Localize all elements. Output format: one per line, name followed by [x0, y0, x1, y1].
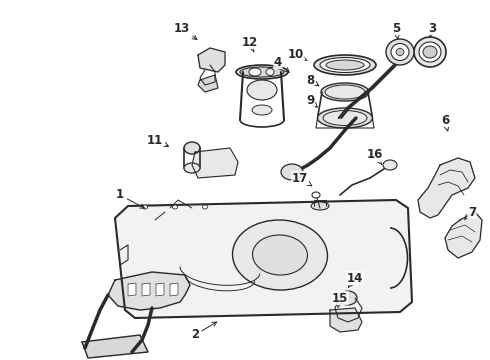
Ellipse shape	[311, 202, 329, 210]
Ellipse shape	[423, 46, 437, 58]
Text: 5: 5	[392, 22, 400, 39]
Ellipse shape	[383, 160, 397, 170]
Ellipse shape	[184, 142, 200, 154]
Ellipse shape	[184, 163, 200, 173]
Ellipse shape	[320, 58, 370, 72]
Text: 3: 3	[428, 22, 436, 38]
Text: 11: 11	[147, 134, 169, 147]
Ellipse shape	[325, 85, 365, 99]
Polygon shape	[418, 158, 475, 218]
Polygon shape	[128, 283, 136, 296]
Ellipse shape	[396, 49, 404, 55]
Text: 12: 12	[242, 36, 258, 52]
Polygon shape	[115, 200, 412, 318]
Ellipse shape	[233, 220, 327, 290]
Text: 17: 17	[292, 171, 312, 186]
Text: 9: 9	[306, 94, 318, 107]
Ellipse shape	[314, 55, 376, 75]
Polygon shape	[192, 148, 238, 178]
Text: 15: 15	[332, 292, 348, 308]
Text: 8: 8	[306, 73, 319, 86]
Text: 7: 7	[465, 206, 476, 219]
Ellipse shape	[236, 65, 288, 79]
Ellipse shape	[266, 68, 274, 76]
Ellipse shape	[312, 192, 320, 198]
Polygon shape	[156, 283, 164, 296]
Ellipse shape	[252, 105, 272, 115]
Ellipse shape	[339, 291, 357, 305]
Text: 6: 6	[441, 113, 449, 131]
Polygon shape	[445, 212, 482, 258]
Polygon shape	[82, 335, 148, 358]
Ellipse shape	[321, 83, 369, 101]
Text: 16: 16	[367, 148, 383, 165]
Ellipse shape	[172, 205, 177, 209]
Text: 1: 1	[116, 189, 145, 208]
Ellipse shape	[323, 111, 367, 126]
Polygon shape	[170, 283, 178, 296]
Ellipse shape	[326, 60, 364, 70]
Ellipse shape	[143, 205, 147, 209]
Text: 14: 14	[347, 271, 363, 288]
Ellipse shape	[202, 205, 207, 209]
Polygon shape	[142, 283, 150, 296]
Ellipse shape	[252, 235, 308, 275]
Polygon shape	[330, 308, 362, 332]
Ellipse shape	[247, 80, 277, 100]
Ellipse shape	[414, 37, 446, 67]
Ellipse shape	[249, 68, 261, 76]
Ellipse shape	[281, 164, 303, 180]
Text: 4: 4	[274, 55, 289, 72]
Ellipse shape	[391, 44, 409, 60]
Text: 2: 2	[191, 322, 217, 342]
Polygon shape	[198, 75, 218, 92]
Text: 13: 13	[174, 22, 197, 40]
Polygon shape	[198, 48, 225, 72]
Text: 10: 10	[288, 49, 307, 62]
Ellipse shape	[240, 67, 284, 77]
Ellipse shape	[318, 108, 372, 128]
Ellipse shape	[419, 42, 441, 62]
Polygon shape	[108, 272, 190, 310]
Ellipse shape	[386, 39, 414, 65]
